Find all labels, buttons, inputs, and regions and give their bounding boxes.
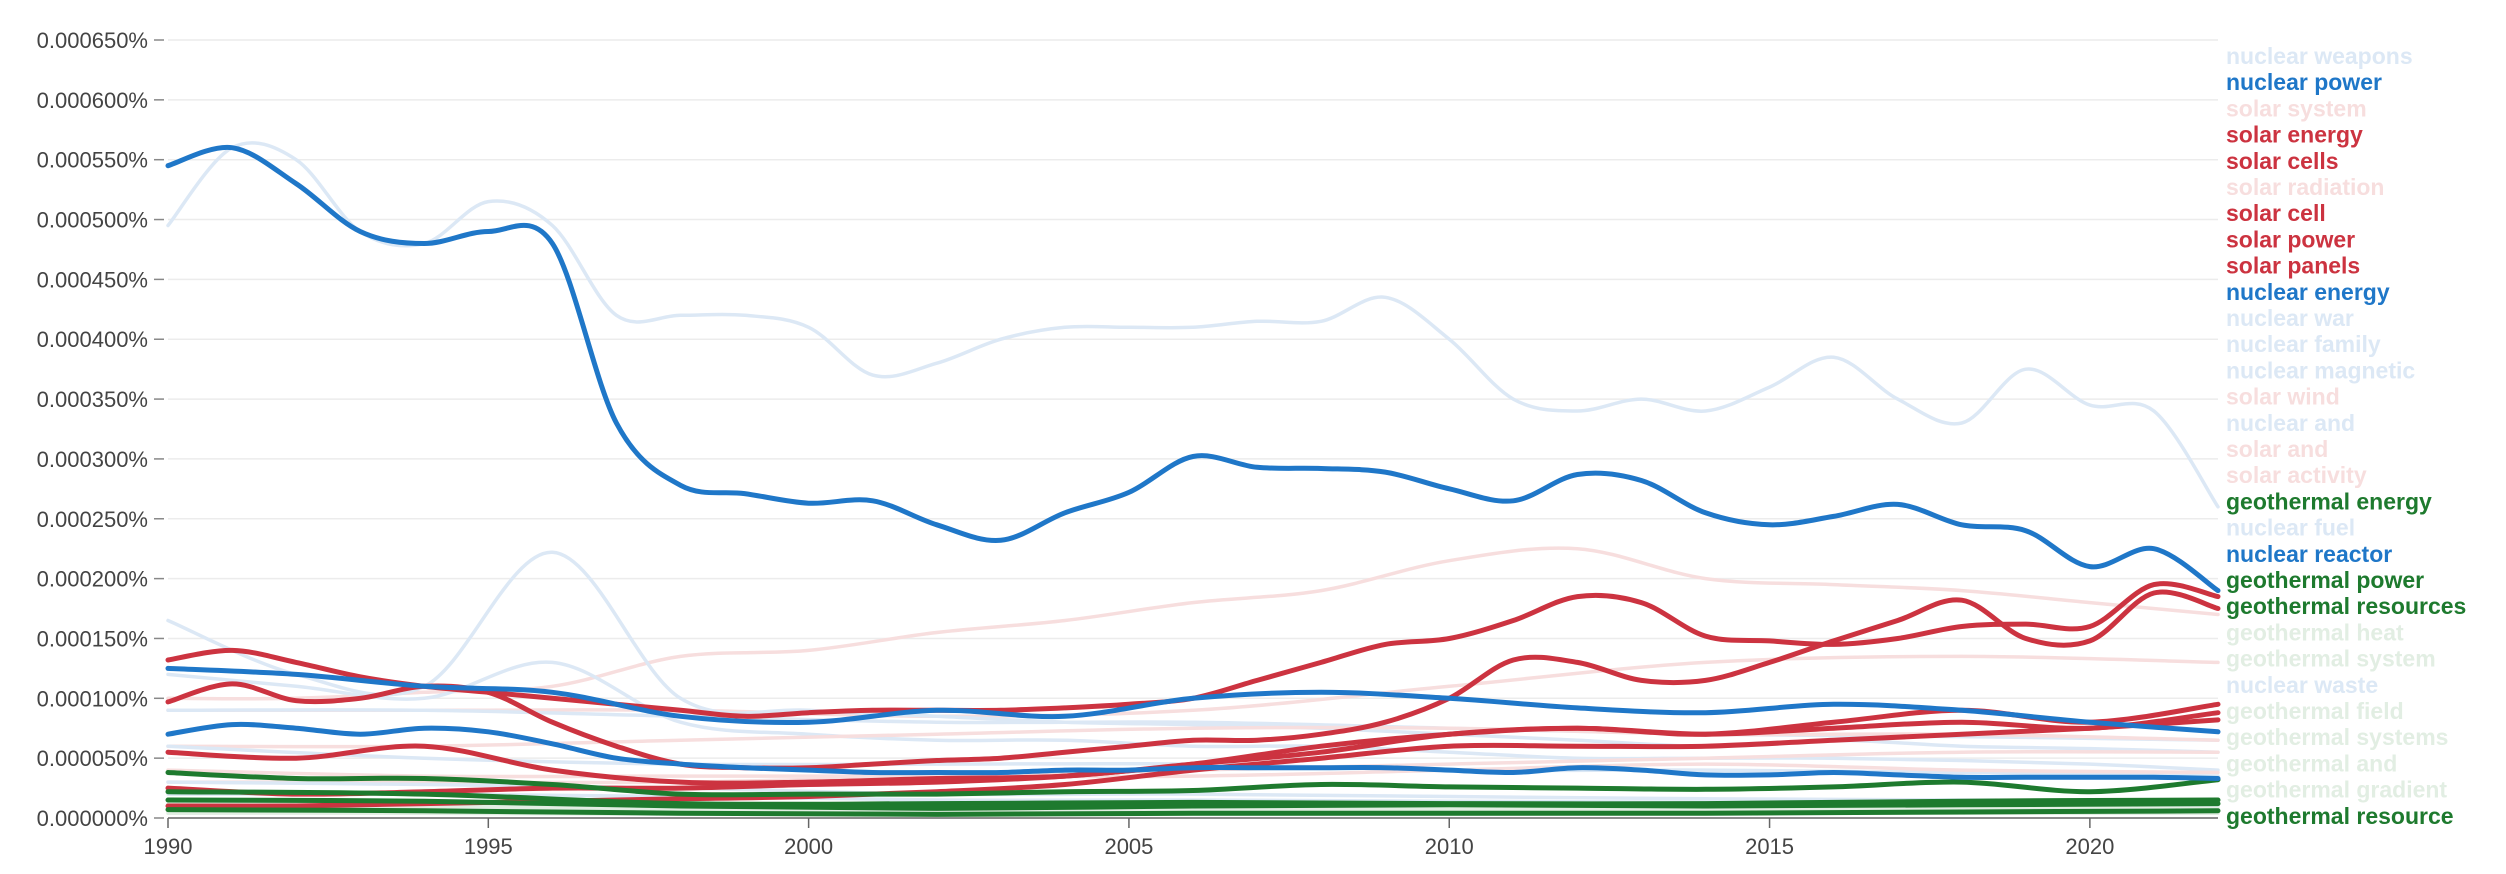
y-axis: 0.000000% 0.000050% 0.000100% 0.000150% 0.00… [37,28,164,831]
legend-item-solar-power[interactable]: solar power [2226,226,2355,252]
series-line-geothermal-resources[interactable] [165,797,2221,811]
legend-item-solar-cells[interactable]: solar cells [2226,148,2339,174]
legend-item-nuclear-fuel[interactable]: nuclear fuel [2226,515,2355,541]
legend-item-geothermal-power[interactable]: geothermal power [2226,567,2424,593]
legend-item-solar-system[interactable]: solar system [2226,95,2367,121]
x-tick-label: 1995 [464,834,513,859]
legend-item-geothermal-resource[interactable]: geothermal resource [2226,803,2454,829]
series-line-nuclear-energy[interactable] [165,665,2221,735]
y-tick-label: 0.000250% [37,507,148,532]
legend-item-nuclear-magnetic[interactable]: nuclear magnetic [2226,357,2415,383]
y-tick-label: 0.000450% [37,267,148,292]
legend-item-solar-and[interactable]: solar and [2226,436,2328,462]
series-line-geothermal-energy[interactable] [165,770,2221,798]
legend-item-nuclear-family[interactable]: nuclear family [2226,331,2381,357]
legend-item-geothermal-system[interactable]: geothermal system [2226,646,2436,672]
series-line-nuclear-power[interactable] [165,144,2221,594]
series-line-solar-cells[interactable] [165,589,2221,771]
x-axis: 1990 1995 2000 2005 2010 2015 2020 [144,817,2218,859]
x-tick-label: 2000 [784,834,833,859]
y-tick-label: 0.000600% [37,88,148,113]
y-tick-label: 0.000550% [37,148,148,173]
y-tick-label: 0.000150% [37,626,148,651]
series-line-geothermal-power[interactable] [165,789,2221,807]
grid-lines [168,39,2218,759]
legend-item-solar-activity[interactable]: solar activity [2226,462,2367,488]
series-line-solar-activity[interactable] [166,762,2220,779]
x-tick-label: 2020 [2065,834,2114,859]
legend-item-solar-wind[interactable]: solar wind [2226,384,2340,410]
legend-item-geothermal-systems[interactable]: geothermal systems [2226,724,2448,750]
legend-item-geothermal-gradient[interactable]: geothermal gradient [2226,777,2447,803]
x-tick-label: 2010 [1425,834,1474,859]
series-line-geothermal-resource[interactable] [165,807,2221,817]
legend-item-nuclear-waste[interactable]: nuclear waste [2226,672,2378,698]
legend-item-nuclear-energy[interactable]: nuclear energy [2226,279,2390,305]
y-tick-label: 0.000400% [37,327,148,352]
legend-item-nuclear-war[interactable]: nuclear war [2226,305,2354,331]
x-tick-label: 1990 [144,834,193,859]
series-line-solar-wind[interactable] [166,725,2220,749]
legend-item-geothermal-energy[interactable]: geothermal energy [2226,488,2432,514]
y-tick-label: 0.000500% [37,208,148,233]
y-tick-label: 0.000300% [37,447,148,472]
series-line-nuclear-reactor[interactable] [165,721,2221,781]
legend-item-solar-energy[interactable]: solar energy [2226,122,2363,148]
y-tick-label: 0.000350% [37,387,148,412]
legend-item-geothermal-resources[interactable]: geothermal resources [2226,593,2466,619]
y-tick-label: 0.000100% [37,686,148,711]
legend-item-solar-panels[interactable]: solar panels [2226,253,2360,279]
legend-item-geothermal-heat[interactable]: geothermal heat [2226,619,2404,645]
legend-item-solar-cell[interactable]: solar cell [2226,200,2326,226]
y-tick-label: 0.000650% [37,28,148,53]
x-tick-label: 2005 [1104,834,1153,859]
legend-item-nuclear-weapons[interactable]: nuclear weapons [2226,43,2413,69]
y-tick-label: 0.000050% [37,746,148,771]
legend-item-nuclear-reactor[interactable]: nuclear reactor [2226,541,2392,567]
highlighted-series-lines [165,144,2221,817]
y-tick-label: 0.000200% [37,567,148,592]
series-line-nuclear-magnetic[interactable] [166,660,2220,772]
legend-item-geothermal-and[interactable]: geothermal and [2226,750,2397,776]
y-tick-label: 0.000000% [37,806,148,831]
legend-item-nuclear-power[interactable]: nuclear power [2226,69,2382,95]
x-tick-label: 2015 [1745,834,1794,859]
series-line-solar-power[interactable] [165,710,2221,797]
legend-item-geothermal-field[interactable]: geothermal field [2226,698,2404,724]
series-line-nuclear-weapons[interactable] [166,141,2220,509]
legend-item-nuclear-and[interactable]: nuclear and [2226,410,2355,436]
series-line-solar-system[interactable] [166,546,2220,701]
legend-item-solar-radiation[interactable]: solar radiation [2226,174,2384,200]
